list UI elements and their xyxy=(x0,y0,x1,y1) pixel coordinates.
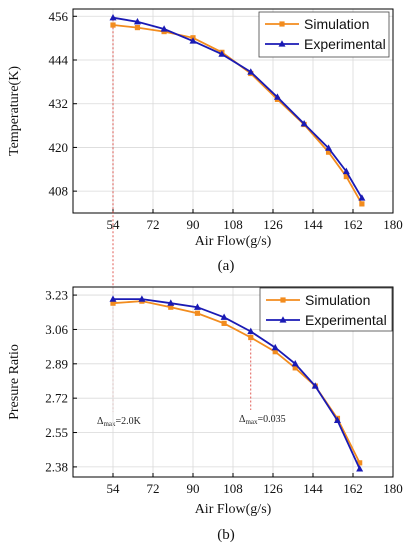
annotation-value: =0.035 xyxy=(258,414,286,425)
legend-marker xyxy=(279,316,287,323)
data-point-experimental xyxy=(109,295,117,302)
data-point-simulation xyxy=(325,149,332,155)
chart-panel-a: 54 72 90 108 126 144 162 180408420432444456Air … xyxy=(7,8,403,428)
y-tick-label: 2.89 xyxy=(45,356,68,371)
legend-label-simulation: Simulation xyxy=(304,16,369,32)
data-point-simulation xyxy=(248,334,254,341)
y-tick-label: 420 xyxy=(49,140,69,155)
data-point-experimental xyxy=(311,382,319,389)
x-tick-label: 144 xyxy=(303,481,323,496)
x-tick-label: 54 xyxy=(107,481,121,496)
annotation-label: Δmax=0.035 xyxy=(239,414,286,426)
y-tick-label: 432 xyxy=(49,96,69,111)
data-point-experimental xyxy=(218,50,226,57)
data-point-experimental xyxy=(358,194,366,201)
x-tick-label: 108 xyxy=(223,217,243,232)
legend-marker xyxy=(279,21,285,27)
data-point-simulation xyxy=(357,460,363,466)
x-axis-label: Air Flow(g/s) xyxy=(195,502,272,517)
data-point-experimental xyxy=(271,343,279,351)
x-tick-label: 162 xyxy=(343,481,363,496)
data-point-experimental xyxy=(342,167,350,175)
y-tick-label: 2.72 xyxy=(45,391,68,406)
legend-box xyxy=(258,11,390,58)
y-tick-label: 456 xyxy=(49,9,69,24)
data-point-simulation xyxy=(110,22,116,28)
x-tick-label: 126 xyxy=(263,481,283,496)
annotation-delta: Δ xyxy=(97,416,104,427)
x-tick-label: 180 xyxy=(383,481,403,496)
y-tick-label: 408 xyxy=(49,184,69,199)
data-point-experimental xyxy=(133,17,141,25)
legend: Simulation Experimental xyxy=(258,11,390,58)
x-tick-label: 90 xyxy=(187,481,200,496)
x-tick-label: 108 xyxy=(223,481,243,496)
data-point-experimental xyxy=(333,416,341,424)
panel-label: (b) xyxy=(217,527,235,543)
legend-box xyxy=(259,287,393,332)
y-tick-label: 444 xyxy=(49,53,69,68)
data-point-simulation xyxy=(359,201,365,207)
data-point-experimental xyxy=(291,360,299,367)
x-tick-label: 180 xyxy=(383,217,403,232)
x-tick-label: 144 xyxy=(303,217,323,232)
data-point-experimental xyxy=(247,68,255,75)
legend-label-experimental: Experimental xyxy=(304,36,386,52)
legend: Simulation Experimental xyxy=(259,287,393,332)
annotation-subscript: max xyxy=(245,418,258,426)
legend-label-simulation: Simulation xyxy=(305,292,370,308)
data-point-experimental xyxy=(189,37,197,44)
data-point-simulation xyxy=(221,320,227,326)
data-point-experimental xyxy=(356,465,364,472)
data-point-experimental xyxy=(273,93,281,100)
annotation-subscript: max xyxy=(103,420,116,428)
data-point-experimental xyxy=(193,303,201,310)
legend-marker xyxy=(280,297,286,303)
x-tick-label: 126 xyxy=(263,217,283,232)
data-point-simulation xyxy=(272,349,278,355)
data-point-experimental xyxy=(138,295,146,302)
y-tick-label: 2.55 xyxy=(45,425,68,440)
data-point-experimental xyxy=(220,313,228,320)
data-point-experimental xyxy=(325,144,333,151)
data-point-simulation xyxy=(292,365,298,371)
legend-marker xyxy=(278,40,286,47)
y-axis-label: Temperature(K) xyxy=(7,66,22,156)
annotation-delta: Δ xyxy=(239,414,246,425)
y-axis-label: Presure Ratio xyxy=(7,344,22,420)
x-tick-label: 90 xyxy=(187,217,200,232)
data-point-experimental xyxy=(109,13,117,21)
panel-label: (a) xyxy=(218,258,235,274)
y-tick-label: 3.06 xyxy=(45,322,68,337)
data-point-simulation xyxy=(168,304,174,310)
data-point-simulation xyxy=(194,310,201,316)
x-tick-label: 162 xyxy=(343,217,363,232)
data-point-simulation xyxy=(343,173,349,180)
data-point-experimental xyxy=(247,327,255,335)
annotation-label: Δmax=2.0K xyxy=(97,416,142,428)
y-tick-label: 2.38 xyxy=(45,459,68,474)
data-point-experimental xyxy=(167,299,175,306)
x-tick-label: 72 xyxy=(147,217,160,232)
x-tick-label: 72 xyxy=(147,481,160,496)
y-tick-label: 3.23 xyxy=(45,288,68,303)
data-point-simulation xyxy=(134,24,141,31)
annotation-value: =2.0K xyxy=(116,416,142,427)
data-point-experimental xyxy=(300,119,308,127)
data-point-simulation xyxy=(110,300,116,306)
legend-label-experimental: Experimental xyxy=(305,312,387,328)
data-point-experimental xyxy=(160,25,168,32)
x-axis-label: Air Flow(g/s) xyxy=(195,234,272,249)
chart-panel-b: 54 72 90 108 126 144 162 180 2.38 2.55 2.72 2.89 3.0… xyxy=(7,286,403,543)
